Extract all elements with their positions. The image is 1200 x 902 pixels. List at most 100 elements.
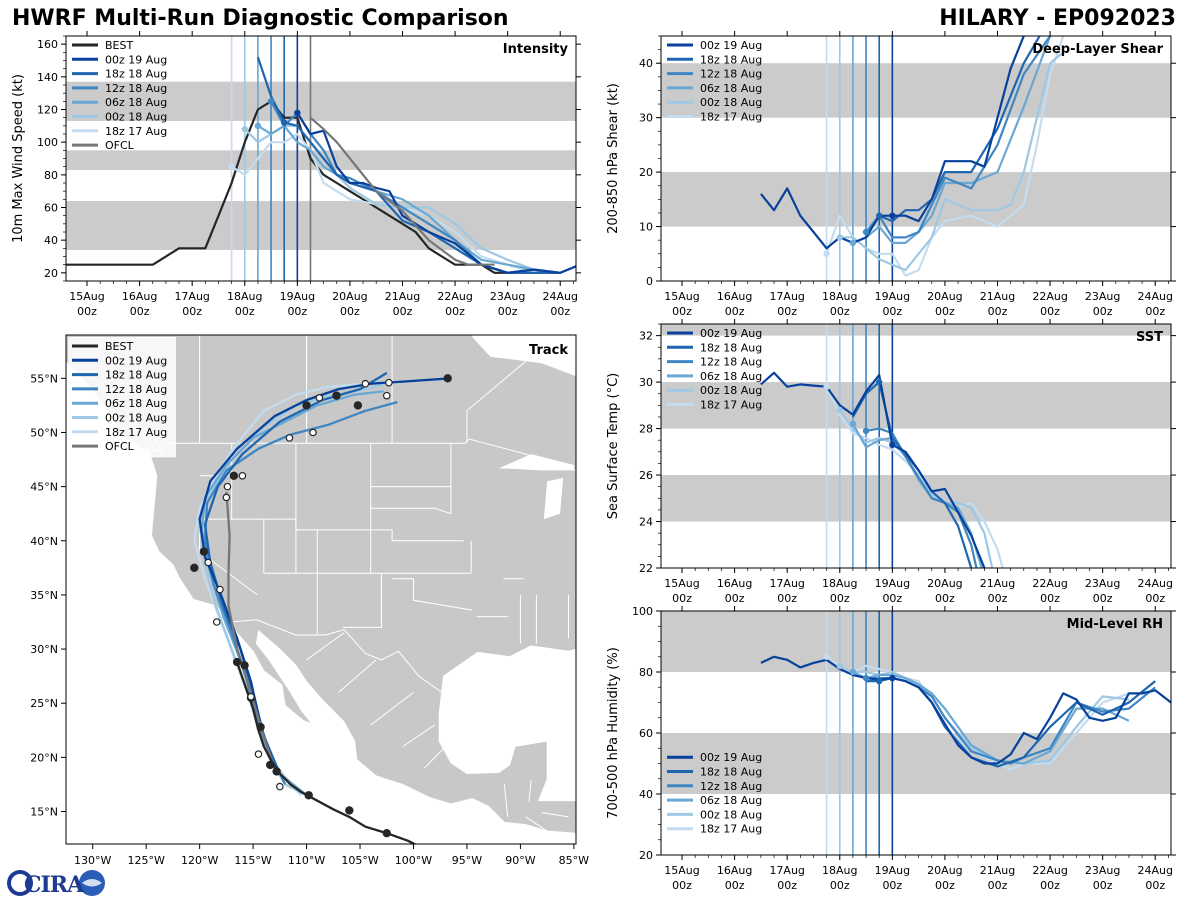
track-marker (272, 767, 281, 776)
rh-xtick-label: 16Aug (717, 864, 752, 877)
track-marker (223, 482, 232, 491)
sst-xtick-label-hour: 00z (777, 592, 797, 605)
intensity-band-0 (66, 200, 576, 250)
sst-band-1 (661, 382, 1171, 429)
track-xtick-label: 120°W (181, 854, 218, 867)
shear-legend-label: 12z 18 Aug (700, 68, 762, 81)
rh-ytick-label: 80 (639, 666, 653, 679)
rh-xtick-label: 17Aug (769, 864, 804, 877)
sst-legend-label: 18z 18 Aug (700, 341, 762, 354)
track-xtick-label: 95°W (452, 854, 482, 867)
rh-xtick-label-hour: 00z (777, 879, 797, 892)
track-marker (199, 547, 209, 556)
cira-logo: CIRA (4, 866, 108, 898)
track-marker (276, 782, 284, 791)
sst-xtick-label: 18Aug (822, 577, 857, 590)
track-marker (353, 401, 363, 410)
map-border-line (423, 746, 446, 769)
rh-band-0 (661, 733, 1171, 794)
rh-init-marker (849, 668, 857, 676)
sst-xtick-label-hour: 00z (882, 592, 902, 605)
rh-init-marker (836, 662, 843, 670)
sst-xtick-label: 20Aug (927, 577, 962, 590)
sst-plot-area (661, 324, 1171, 568)
track-xtick-label: 90°W (505, 854, 535, 867)
shear-ytick-label: 10 (639, 221, 653, 234)
intensity-legend-label: 00z 18 Aug (105, 111, 167, 124)
track-marker (229, 471, 239, 480)
track-legend-label: BEST (105, 340, 133, 353)
map-border-line (528, 780, 532, 802)
track-frame (65, 334, 577, 845)
rh-title: Mid-Level RH (1067, 617, 1163, 632)
rh-series-00z-19-Aug (760, 655, 1171, 765)
intensity-series-OFCL (309, 116, 495, 266)
rh-series-18z-17-Aug (825, 655, 1130, 771)
intensity-ylabel: 10m Max Wind Speed (kt) (11, 74, 26, 243)
rh-xtick-label: 20Aug (927, 864, 962, 877)
rh-xtick-label: 23Aug (1085, 864, 1120, 877)
track-ytick-label: 45°N (30, 481, 58, 494)
intensity-series-18z-17-Aug (231, 132, 535, 274)
sst-panel: 22 24 26 28 30 32 15Aug 00z 16Aug 00z 17Aug 00z 18Au… (606, 319, 1176, 605)
rh-xtick-label-hour: 00z (1093, 879, 1113, 892)
sst-xtick-label-hour: 00z (830, 592, 850, 605)
shear-xtick-label: 15Aug (664, 290, 699, 303)
shear-band-1 (661, 63, 1171, 118)
intensity-legend-label: 00z 19 Aug (105, 53, 167, 66)
sst-xtick-label-hour: 00z (1093, 592, 1113, 605)
intensity-ytick-label: 120 (37, 104, 58, 117)
rh-legend-label: 18z 17 Aug (700, 823, 762, 836)
intensity-legend-label: OFCL (105, 139, 135, 152)
shear-series-00z-18-Aug (839, 51, 1064, 272)
shear-ytick-label: 0 (646, 275, 653, 288)
shear-xtick-label-hour: 00z (830, 305, 850, 318)
shear-legend-label: 00z 19 Aug (700, 39, 762, 52)
cira-logo-icon (7, 870, 105, 896)
shear-series-12z-18-Aug (865, 36, 1052, 239)
intensity-series-BEST (66, 100, 561, 274)
track-ytick-label: 20°N (30, 751, 58, 764)
track-marker (443, 374, 452, 383)
shear-xtick-label: 24Aug (1137, 290, 1172, 303)
rh-legend-label: 12z 18 Aug (700, 780, 762, 793)
intensity-init-marker (254, 122, 262, 130)
sst-init-marker (836, 406, 843, 414)
map-border-line (230, 619, 444, 694)
rh-ytick-label: 40 (639, 788, 653, 801)
intensity-xtick-label: 24Aug (542, 290, 577, 303)
intensity-xtick-label: 23Aug (490, 290, 525, 303)
sst-init-marker (889, 441, 896, 449)
map-border-line (466, 356, 532, 444)
track-ytick-label: 25°N (30, 697, 58, 710)
intensity-xtick-label: 19Aug (280, 290, 315, 303)
track-xtick-label: 100°W (395, 854, 432, 867)
rh-init-marker (823, 653, 830, 660)
sst-xtick-label: 15Aug (664, 577, 699, 590)
rh-xtick-label: 18Aug (822, 864, 857, 877)
intensity-title: Intensity (503, 42, 569, 57)
shear-xtick-label: 19Aug (875, 290, 910, 303)
map-border-line (306, 632, 345, 661)
shear-xtick-label-hour: 00z (1093, 305, 1113, 318)
shear-xtick-label: 17Aug (769, 290, 804, 303)
rh-legend-label: 00z 18 Aug (700, 808, 762, 821)
sst-series-00z-19-Aug (760, 371, 987, 568)
water-great-lake-0 (499, 454, 574, 471)
track-marker (247, 692, 255, 701)
sst-ytick-label: 26 (639, 469, 653, 482)
track-marker (232, 657, 242, 667)
track-marker (385, 378, 393, 387)
track-marker (238, 471, 247, 480)
intensity-ytick-label: 60 (44, 202, 58, 215)
track-xtick-label: 130°W (74, 854, 111, 867)
rh-xtick-label-hour: 00z (1145, 879, 1165, 892)
track-legend-label: 06z 18 Aug (105, 397, 167, 410)
intensity-xtick-label-hour: 00z (77, 305, 97, 318)
sst-init-marker (862, 427, 870, 435)
map-border-line (370, 443, 452, 515)
sst-xtick-label: 19Aug (875, 577, 910, 590)
rh-ylabel: 700-500 hPa Humidity (%) (606, 647, 621, 819)
sst-band-0 (661, 475, 1171, 522)
